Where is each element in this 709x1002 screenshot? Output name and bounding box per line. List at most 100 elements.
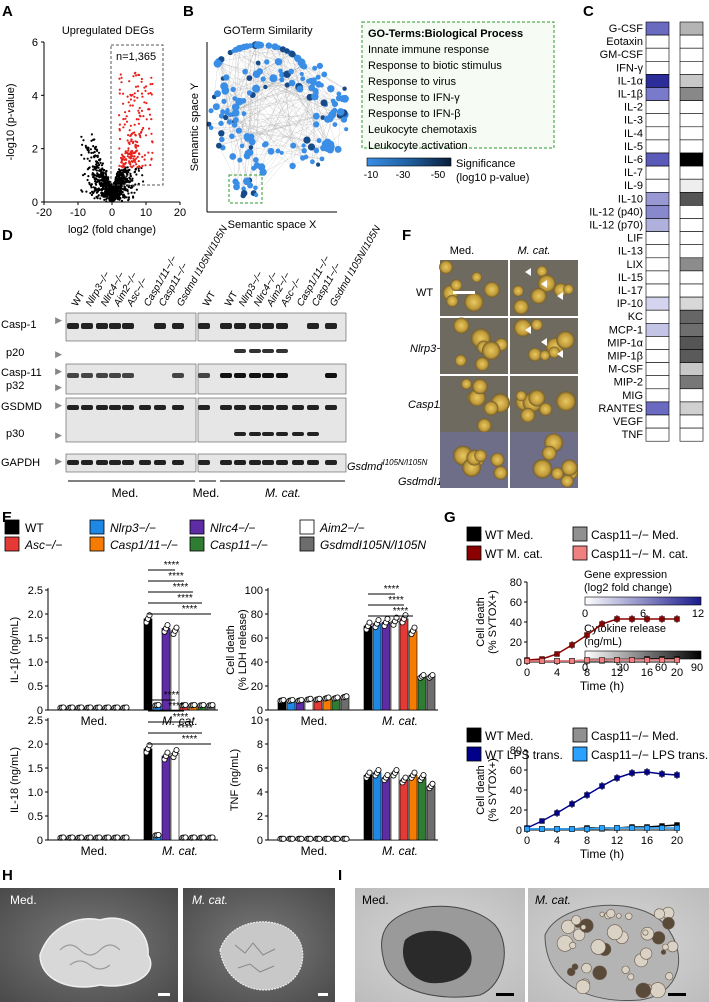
- network-node: [248, 145, 254, 150]
- network-node: [274, 58, 283, 66]
- legend-swatch: [572, 545, 588, 561]
- data-point: [78, 834, 85, 841]
- network-node: [232, 178, 239, 185]
- volcano-point: [95, 191, 98, 194]
- volcano-point: [137, 160, 140, 163]
- network-edge: [217, 63, 333, 147]
- volcano-point: [90, 186, 93, 189]
- data-point: [298, 697, 305, 704]
- volcano-point: [125, 175, 128, 178]
- heatmap-cell-expression: [645, 388, 670, 403]
- volcano-point: [101, 179, 104, 182]
- heatmap-row-label: IL-10: [618, 193, 643, 205]
- volcano-point: [132, 75, 135, 78]
- line-x-tick-label: 8: [584, 667, 590, 679]
- bar-y-tick-label: 2.0: [28, 739, 43, 751]
- legend-swatch: [89, 536, 105, 552]
- bar: [408, 630, 418, 711]
- panel-label-h: H: [2, 867, 13, 884]
- volcano-point: [118, 88, 121, 91]
- volcano-point: [135, 146, 138, 149]
- micrograph-cell: [530, 288, 547, 304]
- bar-condition-label: Med.: [81, 844, 108, 858]
- network-node: [280, 47, 286, 52]
- volcano-point: [123, 182, 126, 185]
- network-edge: [234, 50, 236, 113]
- network-node: [313, 121, 320, 128]
- volcano-point: [89, 184, 93, 187]
- blot-band: [234, 349, 246, 353]
- blot-band: [172, 373, 184, 378]
- volcano-point: [115, 194, 118, 198]
- volcano-point: [133, 95, 136, 98]
- series-point: [599, 825, 605, 831]
- bar-y-tick-label: 40: [251, 657, 263, 669]
- blot-band: [292, 460, 304, 465]
- network-node: [242, 68, 248, 75]
- data-point: [96, 704, 103, 711]
- heatmap-cell-release: [679, 74, 704, 88]
- line-y-tick-label: 40: [510, 785, 522, 797]
- volcano-point: [147, 151, 150, 154]
- volcano-point: [94, 145, 98, 148]
- volcano-point: [111, 191, 114, 194]
- micrograph-cell: [551, 467, 564, 480]
- volcano-point: [101, 186, 105, 189]
- network-node: [294, 54, 302, 63]
- network-node: [259, 168, 267, 176]
- heatmap-cell-expression: [645, 231, 670, 246]
- blot-band: [262, 323, 274, 329]
- heatmap-cell-release: [679, 205, 704, 219]
- legend-label: Casp11−/− Med.: [591, 528, 679, 542]
- heatmap-row-label: Eotaxin: [606, 36, 643, 48]
- volcano-point: [134, 161, 137, 164]
- go-term: Response to IFN-β: [368, 108, 461, 120]
- go-term: Response to biotic stimulus: [368, 60, 502, 72]
- heatmap-cell-release: [679, 388, 704, 403]
- volcano-point: [100, 183, 103, 186]
- volcano-point: [117, 176, 120, 179]
- series-point: [644, 769, 650, 775]
- heatmap-cell-expression: [645, 401, 670, 416]
- heatmap-cell-release: [679, 336, 704, 350]
- network-edge: [233, 50, 300, 88]
- sig-label: ****: [177, 723, 193, 734]
- panel-label-i: I: [338, 867, 342, 884]
- volcano-point: [88, 166, 91, 169]
- volcano-point: [113, 180, 116, 184]
- volcano-point: [121, 171, 124, 174]
- volcano-point: [150, 118, 153, 121]
- significance-tick: -10: [364, 170, 379, 181]
- volcano-point: [138, 153, 141, 156]
- volcano-point: [83, 172, 86, 176]
- volcano-point: [118, 181, 121, 184]
- micrograph-cell: [490, 452, 505, 467]
- volcano-point: [97, 194, 100, 197]
- tem-vacuole: [665, 972, 674, 981]
- volcano-point: [103, 195, 106, 198]
- go-terms-box: [361, 21, 555, 149]
- volcano-point: [141, 155, 144, 158]
- network-edge: [252, 64, 304, 96]
- network-edge: [305, 156, 323, 160]
- goterm-cluster-box: [228, 174, 263, 204]
- blot-band: [276, 432, 288, 436]
- network-node: [312, 88, 319, 94]
- legend-swatch: [299, 519, 315, 535]
- network-node: [253, 185, 258, 191]
- bar-y-tick-label: 100: [245, 585, 263, 597]
- volcano-point: [105, 193, 108, 196]
- volcano-point: [149, 83, 152, 86]
- goterm-ylabel: Semantic space Y: [189, 82, 201, 171]
- heatmap-cell-release: [679, 283, 704, 298]
- panel-f: Med. M. cat. WT Nlrp3−/− Casp11−/− Gsdmd…: [398, 245, 578, 488]
- volcano-point: [127, 134, 130, 137]
- network-node: [240, 192, 246, 199]
- bar-y-tick-label: 0: [257, 705, 263, 717]
- volcano-point: [118, 147, 121, 150]
- bar-y-tick-label: 4: [257, 787, 263, 799]
- blot-band: [325, 405, 337, 410]
- line-x-tick-label: 0: [524, 667, 530, 679]
- micrograph-cell: [528, 389, 546, 407]
- volcano-ylabel: -log10 (p-value): [5, 83, 17, 160]
